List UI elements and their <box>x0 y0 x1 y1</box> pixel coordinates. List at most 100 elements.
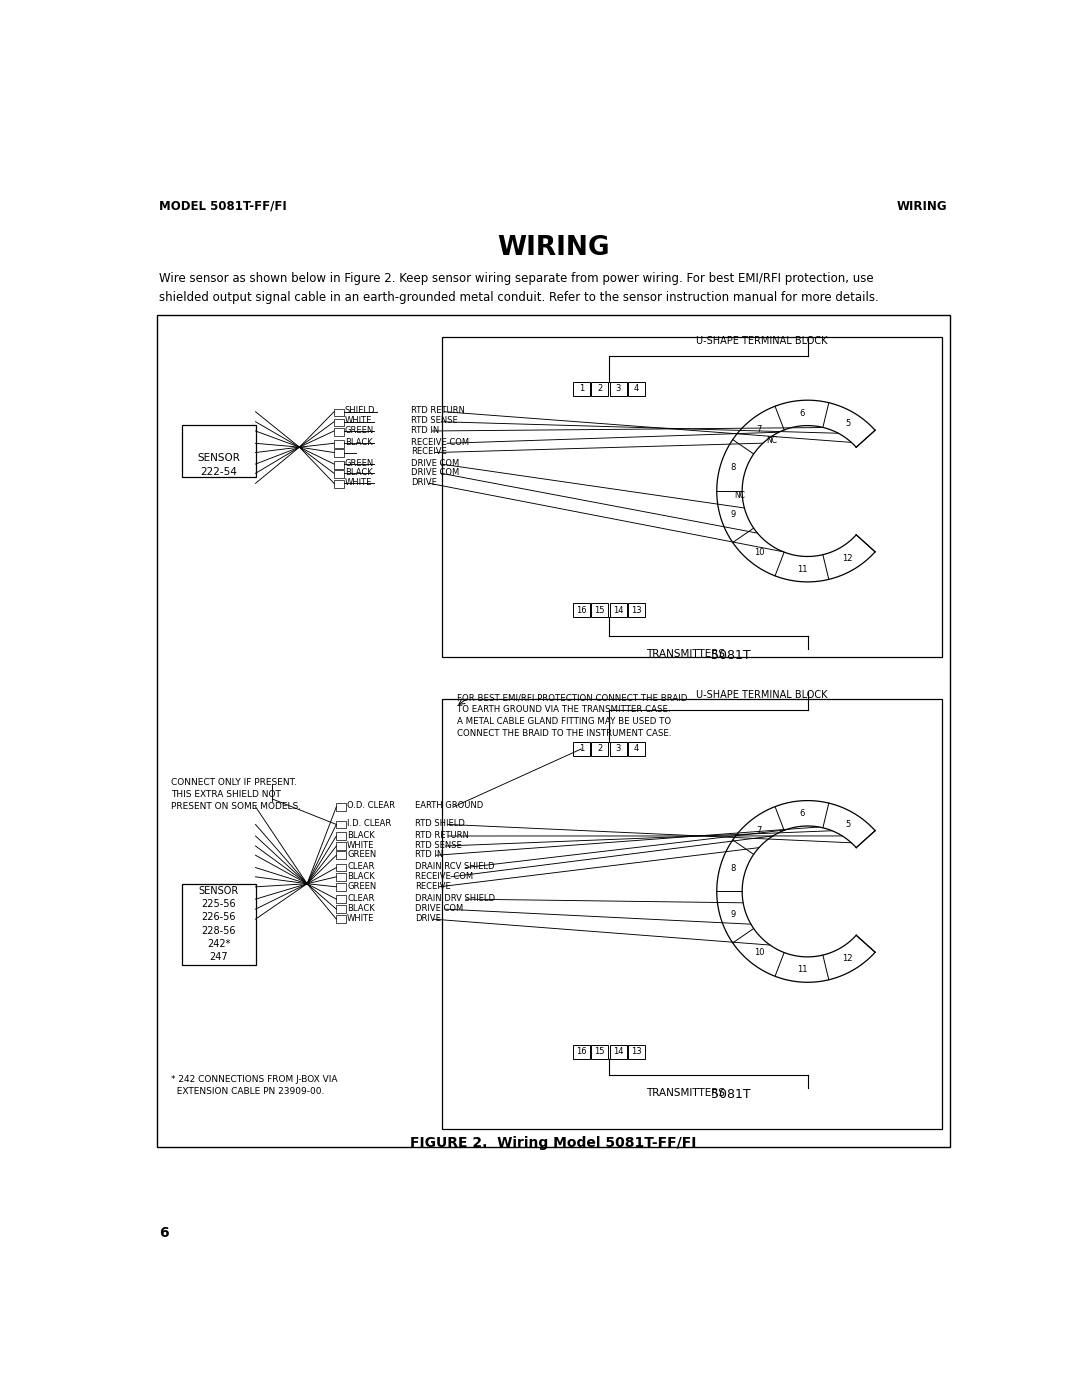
Bar <box>336 873 347 880</box>
Text: GREEN: GREEN <box>347 849 377 859</box>
Text: 5081T: 5081T <box>712 1088 751 1101</box>
Text: 13: 13 <box>632 1048 642 1056</box>
Text: RTD SHIELD: RTD SHIELD <box>415 819 464 828</box>
Text: 12: 12 <box>842 553 853 563</box>
Bar <box>610 381 626 395</box>
Text: GREEN: GREEN <box>347 882 377 890</box>
Text: FIGURE 2.  Wiring Model 5081T-FF/FI: FIGURE 2. Wiring Model 5081T-FF/FI <box>410 1136 697 1150</box>
Bar <box>334 419 345 426</box>
Text: RECEIVE: RECEIVE <box>415 882 450 890</box>
Text: DRAIN RCV SHIELD: DRAIN RCV SHIELD <box>415 862 495 872</box>
Text: 5: 5 <box>845 419 850 429</box>
Bar <box>572 742 590 756</box>
Text: BLACK: BLACK <box>347 831 375 840</box>
Text: FOR BEST EMI/RFI PROTECTION CONNECT THE BRAID
TO EARTH GROUND VIA THE TRANSMITTE: FOR BEST EMI/RFI PROTECTION CONNECT THE … <box>457 693 688 738</box>
Bar <box>336 820 347 828</box>
Bar <box>336 842 347 849</box>
Text: DRIVE: DRIVE <box>411 478 437 488</box>
Text: WHITE: WHITE <box>347 841 375 849</box>
Bar <box>591 1045 608 1059</box>
Text: 2: 2 <box>597 384 603 393</box>
Text: CONNECT ONLY IF PRESENT.
THIS EXTRA SHIELD NOT
PRESENT ON SOME MODELS.: CONNECT ONLY IF PRESENT. THIS EXTRA SHIE… <box>171 778 301 810</box>
Text: WHITE: WHITE <box>345 478 373 488</box>
Bar <box>336 803 347 810</box>
Bar <box>610 1045 626 1059</box>
Bar <box>610 604 626 617</box>
Bar <box>442 337 943 657</box>
Text: 16: 16 <box>576 1048 586 1056</box>
Text: BLACK: BLACK <box>345 468 373 476</box>
Bar <box>334 481 345 488</box>
Text: DRIVE COM: DRIVE COM <box>411 468 459 476</box>
Text: 7: 7 <box>756 826 761 834</box>
Text: 11: 11 <box>797 965 808 974</box>
Text: 15: 15 <box>594 1048 605 1056</box>
Text: 2: 2 <box>597 745 603 753</box>
Text: NC: NC <box>734 492 745 500</box>
Text: SENSOR
225-56
226-56
228-56
242*
247: SENSOR 225-56 226-56 228-56 242* 247 <box>199 886 239 963</box>
Text: EARTH GROUND: EARTH GROUND <box>415 802 483 810</box>
Text: RTD SENSE: RTD SENSE <box>415 841 461 849</box>
Text: 10: 10 <box>754 548 765 557</box>
Text: 9: 9 <box>730 909 735 919</box>
Text: 14: 14 <box>613 606 623 615</box>
Text: GREEN: GREEN <box>345 426 374 434</box>
Bar <box>572 381 590 395</box>
Text: 4: 4 <box>634 745 639 753</box>
Text: RTD IN: RTD IN <box>415 849 443 859</box>
Text: RTD RETURN: RTD RETURN <box>411 407 464 415</box>
Bar <box>336 851 347 859</box>
Text: * 242 CONNECTIONS FROM J-BOX VIA
  EXTENSION CABLE PN 23909-00.: * 242 CONNECTIONS FROM J-BOX VIA EXTENSI… <box>171 1074 337 1095</box>
Text: I.D. CLEAR: I.D. CLEAR <box>347 819 391 828</box>
Text: 3: 3 <box>616 384 621 393</box>
Text: Wire sensor as shown below in Figure 2. Keep sensor wiring separate from power w: Wire sensor as shown below in Figure 2. … <box>159 271 879 303</box>
Text: WHITE: WHITE <box>347 914 375 923</box>
Text: 10: 10 <box>754 949 765 957</box>
Text: TRANSMITTERS: TRANSMITTERS <box>646 1088 731 1098</box>
Text: 7: 7 <box>756 425 761 434</box>
Bar <box>336 863 347 872</box>
Bar <box>336 895 347 902</box>
Bar <box>629 604 645 617</box>
Bar <box>157 316 950 1147</box>
Text: RECEIVE COM: RECEIVE COM <box>415 872 473 880</box>
Text: GREEN: GREEN <box>345 458 374 468</box>
Text: MODEL 5081T-FF/FI: MODEL 5081T-FF/FI <box>159 200 287 212</box>
Text: WIRING: WIRING <box>497 236 610 261</box>
Bar <box>591 742 608 756</box>
Text: RECEIVE COM: RECEIVE COM <box>411 439 469 447</box>
Text: U-SHAPE TERMINAL BLOCK: U-SHAPE TERMINAL BLOCK <box>696 690 827 700</box>
Text: 15: 15 <box>594 606 605 615</box>
Bar <box>336 905 347 914</box>
Bar <box>336 833 347 840</box>
Text: WHITE: WHITE <box>345 416 373 426</box>
Text: BLACK: BLACK <box>345 439 373 447</box>
Bar <box>183 425 256 478</box>
Text: 6: 6 <box>159 1227 168 1241</box>
Text: BLACK: BLACK <box>347 904 375 912</box>
Bar <box>629 1045 645 1059</box>
Text: 1: 1 <box>579 384 584 393</box>
Text: DRIVE COM: DRIVE COM <box>415 904 463 912</box>
Text: TRANSMITTERS: TRANSMITTERS <box>646 648 731 659</box>
Bar <box>334 427 345 436</box>
Bar <box>629 381 645 395</box>
Text: 11: 11 <box>797 564 808 574</box>
Text: CLEAR: CLEAR <box>347 862 375 872</box>
Text: 4: 4 <box>634 384 639 393</box>
Bar <box>336 915 347 923</box>
Text: RECEIVE: RECEIVE <box>411 447 447 457</box>
Text: U-SHAPE TERMINAL BLOCK: U-SHAPE TERMINAL BLOCK <box>696 335 827 345</box>
Text: 6: 6 <box>800 809 806 819</box>
Text: WIRING: WIRING <box>897 200 948 212</box>
Text: 5081T: 5081T <box>712 648 751 662</box>
Text: 12: 12 <box>842 954 853 963</box>
Bar <box>334 409 345 416</box>
Text: 16: 16 <box>576 606 586 615</box>
Text: 14: 14 <box>613 1048 623 1056</box>
Bar <box>334 461 345 469</box>
Bar <box>334 471 345 478</box>
Text: 6: 6 <box>800 408 806 418</box>
Bar <box>629 742 645 756</box>
Text: O.D. CLEAR: O.D. CLEAR <box>347 802 395 810</box>
